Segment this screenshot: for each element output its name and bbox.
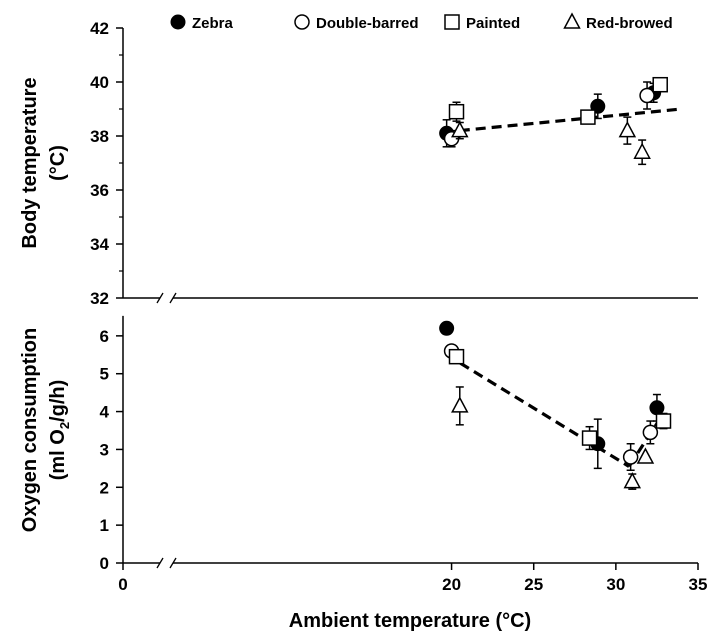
top-series-double-barred xyxy=(443,81,655,148)
bottom-y-axis-title: Oxygen consumption xyxy=(19,328,41,532)
red-browed-point xyxy=(633,142,651,159)
bottom-y-tick-label: 4 xyxy=(100,403,110,422)
legend-marker-painted xyxy=(444,14,460,30)
top-y-axis-unit: (°C) xyxy=(47,145,69,181)
legend-item-double-barred: Double-barred xyxy=(294,14,419,32)
x-tick-label: 25 xyxy=(524,575,543,594)
bottom-y-tick-label: 3 xyxy=(100,440,109,459)
unit-subscript: 2 xyxy=(57,422,72,429)
double-barred-point xyxy=(639,87,655,104)
legend-label-painted: Painted xyxy=(466,15,520,32)
red-browed-point xyxy=(623,472,642,489)
bottom-y-tick-label: 5 xyxy=(100,365,109,384)
oxygen-consumption-panel: 0 1 2 3 4 5 6 0 20 25 30 35 xyxy=(100,315,708,594)
top-y-tick-label: 42 xyxy=(90,19,109,38)
double-barred-point xyxy=(642,424,659,441)
x-tick-label: 20 xyxy=(442,575,461,594)
legend-label-zebra: Zebra xyxy=(192,15,234,32)
legend: Zebra Double-barred Painted Red-browed xyxy=(170,12,673,32)
top-y-tick-label: 34 xyxy=(90,235,109,254)
legend-item-painted: Painted xyxy=(444,14,520,32)
zebra-point xyxy=(439,320,455,336)
top-axis-break xyxy=(169,292,177,304)
legend-marker-red-browed xyxy=(563,12,581,29)
painted-point xyxy=(652,76,668,93)
bottom-axis-break xyxy=(169,557,177,569)
painted-point xyxy=(448,348,465,365)
top-y-tick-label: 40 xyxy=(90,73,109,92)
bottom-series-painted xyxy=(448,348,672,451)
top-trendline xyxy=(459,107,682,133)
top-y-axis-title: Body temperature xyxy=(19,77,41,248)
x-tick-label: 0 xyxy=(118,575,127,594)
bottom-axis-break xyxy=(156,557,164,569)
bottom-y-tick-label: 6 xyxy=(100,327,109,346)
legend-marker-double-barred xyxy=(294,14,310,30)
red-browed-point xyxy=(451,396,469,413)
bottom-y-tick-label: 2 xyxy=(100,478,109,497)
x-axis-title: Ambient temperature (°C) xyxy=(289,610,531,632)
legend-label-double-barred: Double-barred xyxy=(316,15,419,32)
unit-part: (ml O xyxy=(47,429,69,480)
double-barred-point xyxy=(622,449,639,465)
top-axis-break xyxy=(156,292,164,304)
legend-label-red-browed: Red-browed xyxy=(586,15,673,32)
bottom-series-zebra xyxy=(439,320,665,470)
painted-point xyxy=(655,413,672,429)
body-temperature-panel: 32 34 36 38 40 42 xyxy=(90,19,698,308)
legend-item-red-browed: Red-browed xyxy=(563,12,673,32)
unit-part: /g/h) xyxy=(47,380,69,422)
painted-point xyxy=(448,103,465,120)
x-tick-label: 30 xyxy=(606,575,625,594)
top-y-tick-label: 32 xyxy=(90,289,109,308)
axis-titles: Ambient temperature (°C) Body temperature… xyxy=(19,77,531,632)
zebra-point xyxy=(649,400,665,416)
painted-point xyxy=(580,109,596,125)
red-browed-point xyxy=(451,121,469,138)
legend-item-zebra: Zebra xyxy=(170,14,234,32)
top-y-tick-label: 38 xyxy=(90,127,109,146)
x-tick-label: 35 xyxy=(689,575,708,594)
bottom-series-double-barred xyxy=(443,343,659,471)
bottom-y-axis-unit: (ml O2/g/h) xyxy=(47,380,72,481)
red-browed-point xyxy=(636,447,655,464)
red-browed-point xyxy=(618,121,637,138)
top-series-painted xyxy=(448,76,668,125)
legend-marker-zebra xyxy=(170,14,186,30)
bottom-y-tick-label: 1 xyxy=(100,516,109,535)
painted-point xyxy=(581,430,598,446)
bottom-y-tick-label: 0 xyxy=(100,554,109,573)
top-y-tick-label: 36 xyxy=(90,181,109,200)
top-series-red-browed xyxy=(451,116,651,166)
bottom-series-red-browed xyxy=(451,386,655,490)
